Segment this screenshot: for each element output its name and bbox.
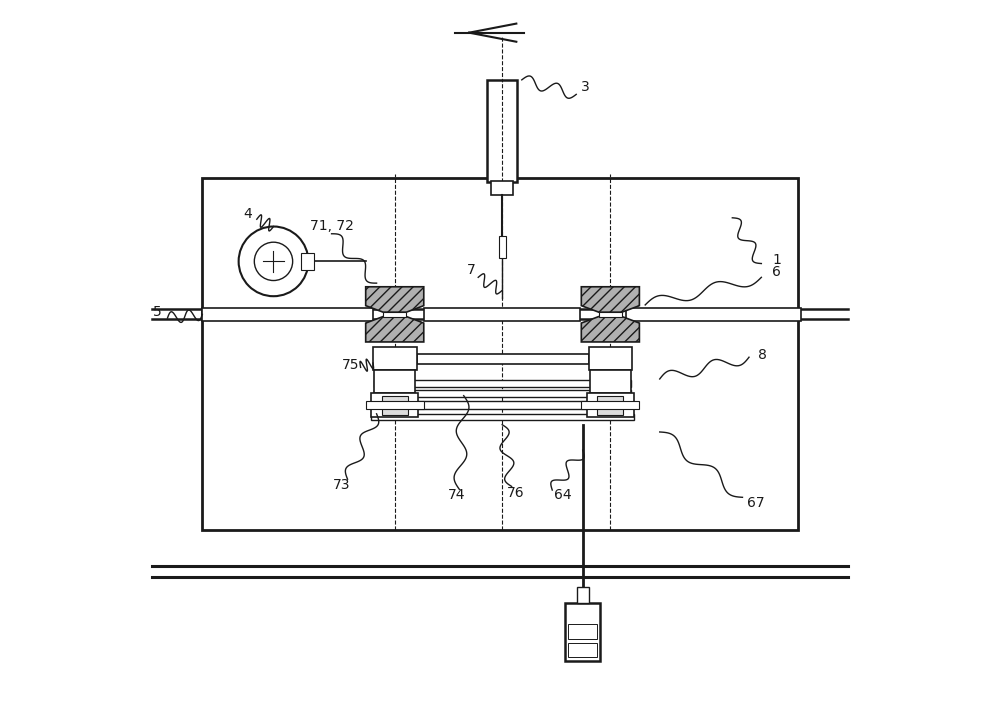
Bar (202, 308, 373, 321)
Text: 75: 75 (342, 358, 359, 372)
Text: 67: 67 (747, 496, 764, 510)
Polygon shape (599, 312, 622, 317)
Text: 64: 64 (554, 488, 572, 502)
Bar (577, 587, 589, 603)
Polygon shape (366, 317, 424, 342)
Text: 71, 72: 71, 72 (310, 219, 354, 233)
Bar (301, 253, 314, 270)
Bar (568, 624, 597, 639)
Bar (597, 396, 623, 415)
Bar (371, 393, 418, 417)
Polygon shape (383, 312, 406, 317)
Text: 74: 74 (448, 489, 465, 502)
Bar (568, 643, 597, 657)
Text: 6: 6 (772, 265, 781, 279)
Bar (587, 393, 634, 417)
Bar (366, 401, 424, 409)
Bar (499, 236, 506, 258)
Polygon shape (366, 287, 424, 312)
Text: 8: 8 (758, 348, 767, 362)
Polygon shape (581, 317, 639, 342)
Bar (590, 370, 631, 393)
Bar (565, 603, 600, 661)
Text: 5: 5 (153, 305, 162, 319)
Bar (374, 390, 631, 397)
Bar (491, 182, 513, 195)
Text: 1: 1 (772, 253, 781, 266)
Bar (417, 354, 589, 364)
Bar (424, 308, 580, 321)
Text: 76: 76 (507, 486, 525, 500)
Bar (373, 347, 417, 370)
Circle shape (239, 227, 308, 296)
Text: 3: 3 (581, 80, 590, 94)
Text: 73: 73 (333, 478, 351, 492)
Polygon shape (581, 287, 639, 312)
Bar (371, 414, 634, 420)
Bar (382, 396, 408, 415)
Bar (202, 178, 798, 530)
Text: 7: 7 (467, 264, 476, 277)
Bar (581, 401, 639, 409)
Bar (374, 370, 415, 393)
Text: 4: 4 (244, 207, 252, 221)
Bar (487, 80, 517, 182)
Circle shape (254, 242, 293, 280)
Bar (374, 380, 631, 387)
Bar (626, 308, 801, 321)
Bar (374, 401, 631, 409)
Bar (589, 347, 632, 370)
